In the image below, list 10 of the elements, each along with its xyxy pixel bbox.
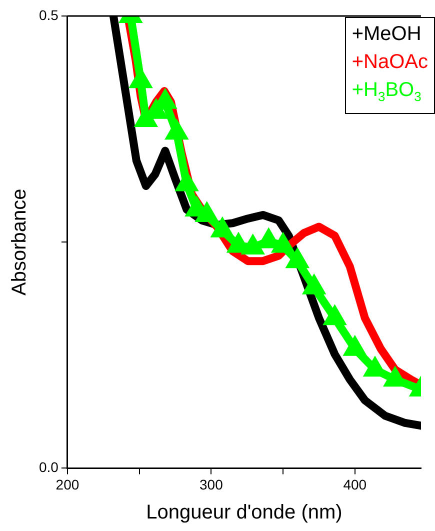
- y-tick-label: 0.5: [38, 6, 59, 23]
- x-tick-label: 300: [199, 476, 224, 492]
- text: +MeOH: [352, 22, 422, 47]
- text: +H$_{3}$BO$_{3}$: [352, 78, 422, 106]
- y-axis-title: Absorbance: [8, 188, 31, 296]
- text: +NaOAc: [352, 50, 428, 75]
- x-tick-label: 200: [56, 476, 80, 492]
- y-tick-label: 0.0: [38, 459, 59, 476]
- x-tick-label: 400: [343, 476, 367, 492]
- x-axis-title: Longueur d'onde (nm): [146, 502, 342, 524]
